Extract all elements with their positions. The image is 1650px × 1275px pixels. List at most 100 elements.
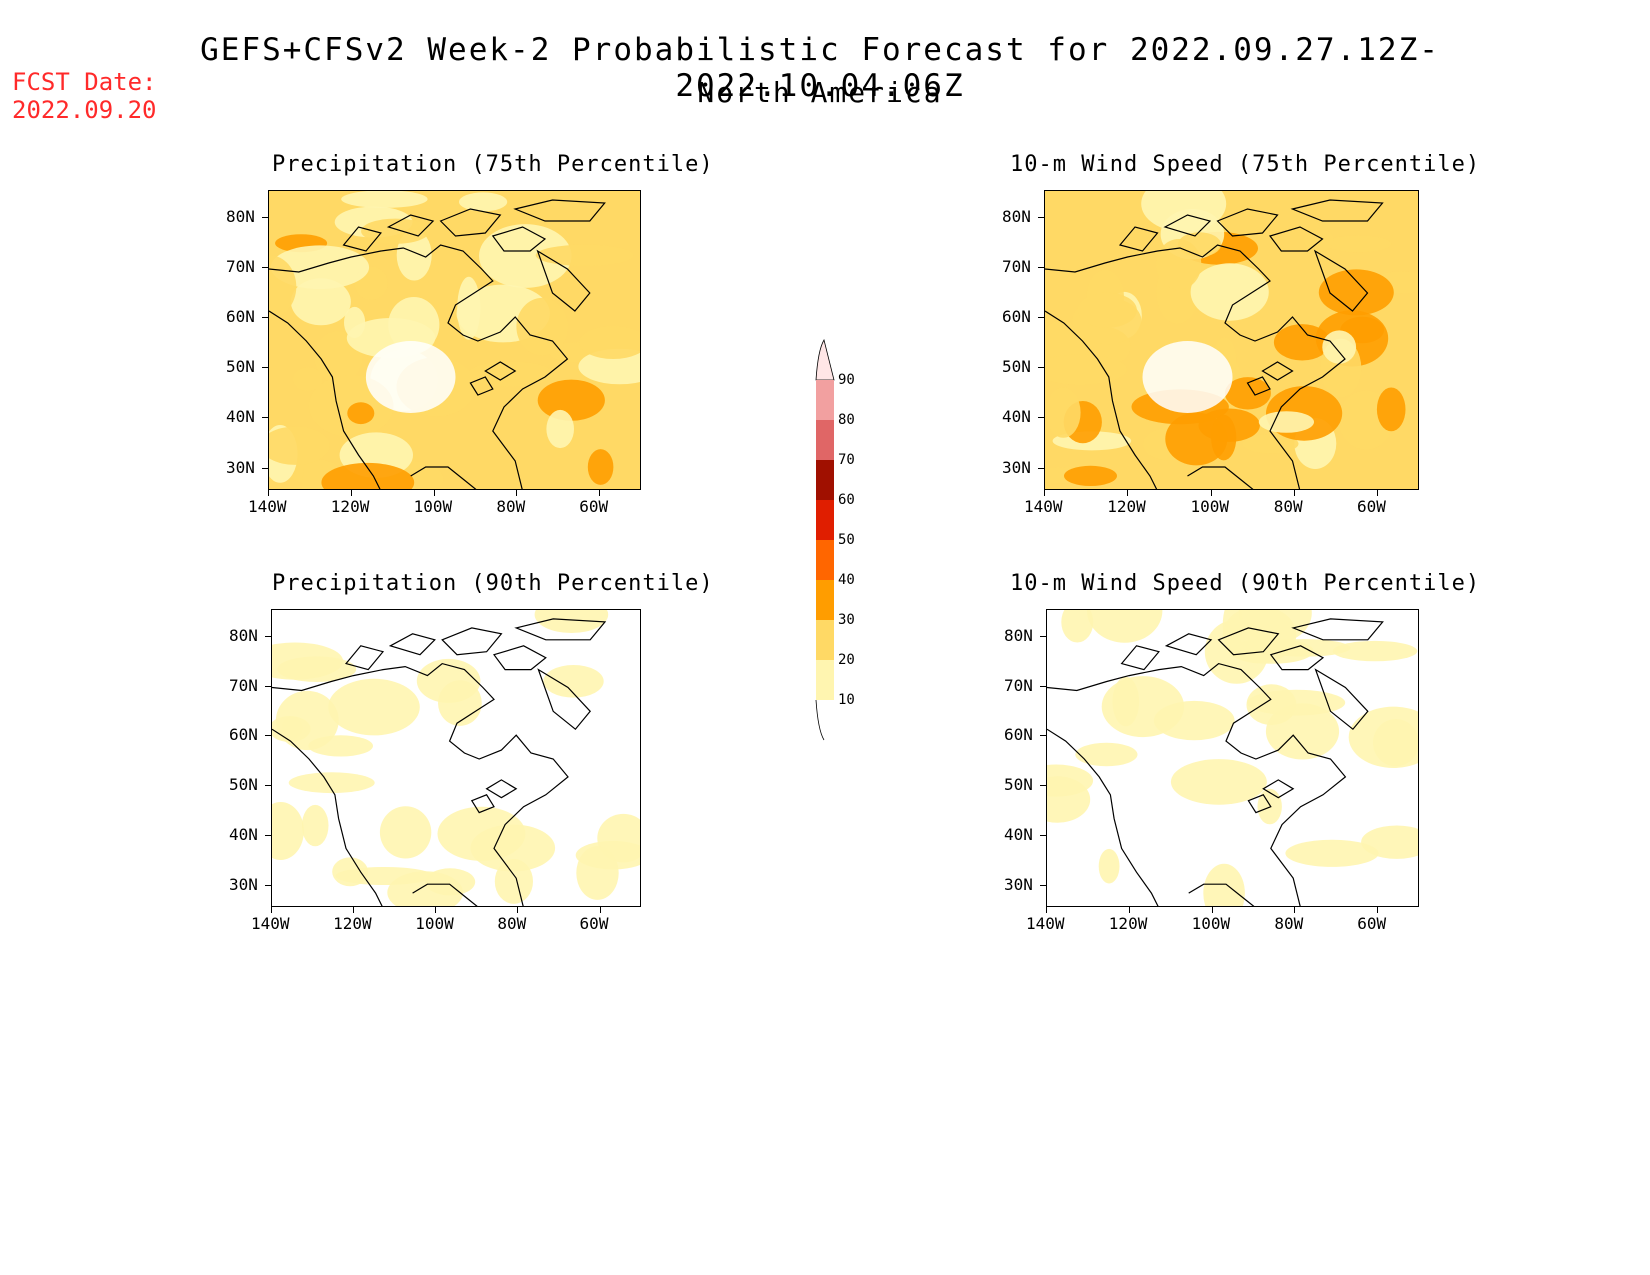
probability-contour <box>1177 232 1222 257</box>
probability-contour <box>1203 863 1245 906</box>
low-probability-area <box>1142 341 1233 413</box>
probability-contour <box>546 409 574 449</box>
region-subtitle: North America <box>697 76 943 109</box>
lat-tick-label: 50N <box>226 357 255 377</box>
probability-contour <box>269 426 330 465</box>
lat-tick <box>1040 785 1046 787</box>
lat-tick <box>1038 417 1044 419</box>
lat-tick-label: 30N <box>226 457 255 477</box>
lon-tick <box>1044 490 1045 496</box>
probability-contour <box>1258 411 1314 433</box>
probability-contour <box>321 462 415 489</box>
lon-tick <box>271 907 272 913</box>
map-area <box>268 190 641 490</box>
lat-tick-label: 60N <box>229 725 258 745</box>
main-title: GEFS+CFSv2 Week-2 Probabilistic Forecast… <box>200 32 1440 104</box>
lon-tick-label: 100W <box>1191 914 1231 933</box>
colorbar-segment <box>816 540 834 580</box>
probability-contour <box>579 326 640 359</box>
probability-contour <box>1047 776 1091 823</box>
map-area <box>271 609 641 907</box>
coastline <box>1269 226 1324 252</box>
probability-contour <box>1222 610 1297 664</box>
colorbar-top-extension <box>815 338 835 381</box>
lon-tick-label: 80W <box>1274 914 1304 933</box>
map-area <box>1044 190 1419 490</box>
lat-tick <box>1038 467 1044 469</box>
coastline <box>1045 310 1158 489</box>
probability-contour <box>1087 610 1163 643</box>
coastline <box>1187 466 1254 489</box>
lon-tick <box>268 490 269 496</box>
lat-tick-label: 80N <box>1004 625 1033 645</box>
lon-tick <box>1127 490 1129 496</box>
panel-title: Precipitation (90th Percentile) <box>272 571 714 596</box>
lon-tick-label: 80W <box>497 914 527 933</box>
lat-tick <box>265 884 271 886</box>
coastline <box>439 208 502 237</box>
coastline <box>410 466 477 489</box>
lat-tick-label: 30N <box>229 874 258 894</box>
coastline <box>1291 618 1384 641</box>
probability-contour <box>534 610 609 633</box>
fcst-date-caption: FCST Date: <box>12 68 157 96</box>
lon-tick-label: 100W <box>1190 497 1230 516</box>
lat-tick-label: 70N <box>229 675 258 695</box>
lon-tick-label: 120W <box>330 497 370 516</box>
probability-contour <box>275 690 339 751</box>
lon-tick-label: 140W <box>1026 914 1065 933</box>
coastline <box>412 883 478 906</box>
lon-tick <box>1294 907 1296 913</box>
lon-tick-label: 60W <box>1357 914 1387 933</box>
colorbar-graphic <box>815 338 835 741</box>
probability-contour <box>1101 676 1185 738</box>
probability-contour <box>341 191 428 208</box>
lat-tick <box>262 217 268 218</box>
lat-tick <box>1040 685 1046 687</box>
lon-tick-label: 60W <box>579 497 609 516</box>
lon-tick <box>353 907 355 913</box>
lat-tick <box>1040 884 1046 886</box>
colorbar-segment <box>816 460 834 500</box>
colorbar-label: 60 <box>838 492 855 508</box>
probability-colorbar: 90 80 70 60 50 40 30 20 10 <box>812 330 872 750</box>
lat-tick <box>262 267 268 269</box>
probability-contour <box>1242 434 1299 454</box>
colorbar-segment <box>816 660 834 700</box>
probability-contour <box>479 224 572 288</box>
colorbar-label: 40 <box>838 572 855 588</box>
probability-contour <box>1348 706 1418 768</box>
colorbar-label: 10 <box>838 692 855 708</box>
probability-contour <box>1190 263 1269 321</box>
coastline <box>1261 361 1294 381</box>
lat-tick <box>265 834 271 836</box>
probability-contour <box>535 244 634 266</box>
lat-tick <box>1038 367 1044 369</box>
lon-tick-label: 140W <box>251 914 290 933</box>
lat-tick <box>1040 635 1046 637</box>
colorbar-label: 70 <box>838 452 855 468</box>
lat-tick-label: 30N <box>1004 874 1033 894</box>
lon-tick-label: 100W <box>413 497 453 516</box>
coastline <box>493 645 547 671</box>
probability-contour <box>438 680 482 726</box>
probability-contour <box>1247 689 1346 716</box>
coastline <box>1120 645 1160 671</box>
colorbar-label: 20 <box>838 652 855 668</box>
probability-contour <box>516 297 568 356</box>
coastline <box>269 244 569 489</box>
coastline <box>1313 249 1369 312</box>
lat-tick <box>265 685 271 687</box>
colorbar-segment <box>816 500 834 540</box>
lat-tick <box>1038 267 1044 269</box>
colorbar-segment <box>816 380 834 420</box>
lat-tick-label: 50N <box>229 775 258 795</box>
probability-contour <box>272 802 304 860</box>
lat-tick <box>1038 217 1044 218</box>
lon-tick <box>517 907 519 913</box>
lat-tick-label: 80N <box>229 625 258 645</box>
fcst-date-value: 2022.09.20 <box>12 96 157 124</box>
map-area <box>1046 609 1419 907</box>
probability-contour <box>361 218 430 244</box>
coastline <box>537 668 591 731</box>
